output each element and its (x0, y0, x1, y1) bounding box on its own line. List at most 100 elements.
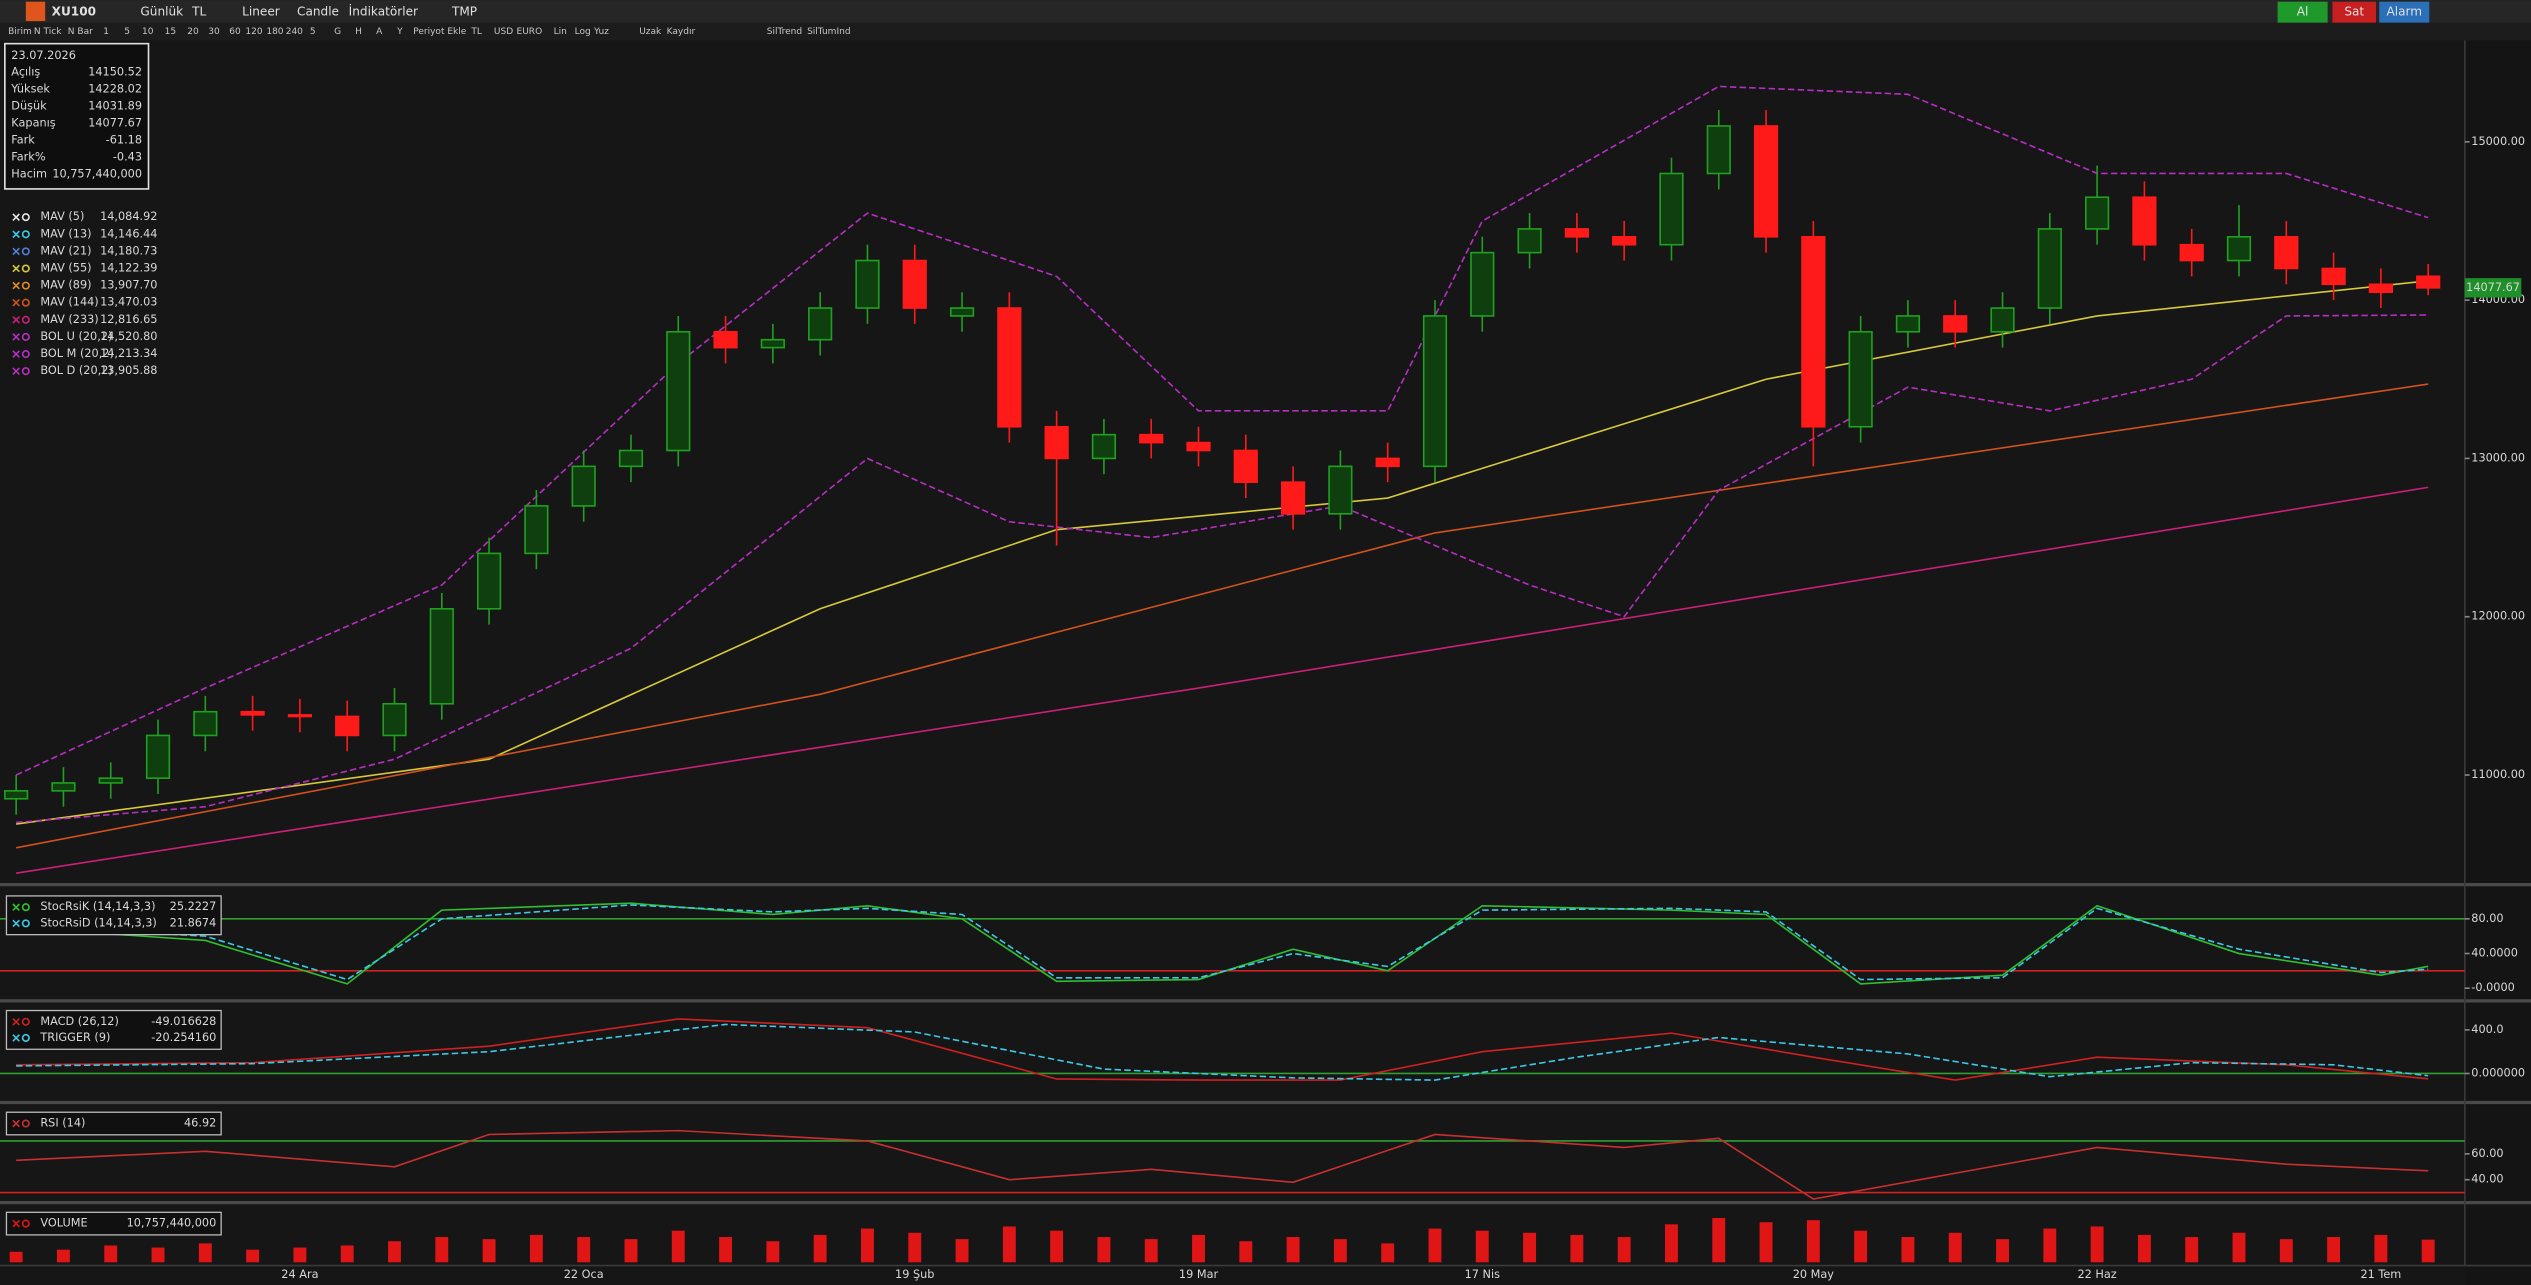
candle-body (902, 259, 927, 309)
toolbar-button[interactable]: H (355, 27, 362, 37)
volume-bar (1617, 1237, 1631, 1263)
toolbar-button[interactable]: Kaydır (667, 27, 696, 37)
y-tick-label: 400.0 (2471, 1023, 2503, 1036)
y-tick-label: 60.00 (2471, 1147, 2503, 1160)
toolbar-button[interactable]: Birim (8, 27, 32, 37)
volume-bar (1523, 1232, 1537, 1263)
toolbar-button[interactable]: Lin (554, 27, 567, 37)
buy-button[interactable] (2277, 1, 2328, 23)
legend-name: RSI (14) (40, 1117, 85, 1130)
y-tick-label: 0.000000 (2471, 1066, 2525, 1079)
toolbar-button[interactable]: 10 (142, 27, 154, 37)
chart-mode[interactable]: Candle (297, 5, 339, 19)
toolbar-button[interactable]: 1 (103, 27, 109, 37)
currency[interactable]: TL (191, 5, 206, 19)
candle-body (1848, 330, 1873, 428)
legend-box (5, 1009, 222, 1050)
toolbar-button[interactable]: G (334, 27, 341, 37)
legend-icon (21, 332, 30, 341)
candle-body (760, 338, 785, 349)
toolbar-button[interactable]: 240 (286, 27, 303, 37)
volume-bar (198, 1243, 212, 1263)
legend-icon (21, 1219, 30, 1228)
indicators-menu[interactable]: İndikatörler (349, 4, 418, 19)
toolbar-button[interactable]: Uzak (639, 27, 662, 37)
legend-icon (12, 903, 20, 912)
toolbar-button[interactable]: 30 (208, 27, 220, 37)
sell-label[interactable]: Sat (2344, 5, 2364, 19)
candle-body (1233, 449, 1258, 483)
symbol[interactable]: XU100 (52, 5, 96, 19)
volume-bar (1475, 1230, 1489, 1263)
alarm-label[interactable]: Alarm (2386, 5, 2422, 19)
candle-body (98, 777, 123, 784)
indicator-line (15, 85, 2429, 776)
candle-body (2132, 196, 2157, 246)
candle-body (1422, 315, 1448, 468)
candle-body (666, 330, 691, 452)
toolbar-button[interactable]: 20 (187, 27, 199, 37)
volume-bar (1948, 1232, 1962, 1263)
toolbar-button[interactable]: SilTrend (767, 27, 802, 37)
legend-icon (12, 230, 20, 239)
volume-bar (766, 1241, 780, 1263)
info-date: 23.07.2026 (11, 49, 76, 62)
candle-body (1517, 228, 1542, 254)
info-value: 14077.67 (88, 117, 142, 130)
toolbar-button[interactable]: TL (470, 27, 482, 37)
toolbar-button[interactable]: Log (575, 27, 591, 37)
toolbar-button[interactable]: USD (494, 27, 513, 37)
volume-bar (813, 1234, 827, 1263)
volume-bar (1333, 1239, 1347, 1263)
last-price-label: 14077.67 (2466, 281, 2520, 294)
legend-icon (12, 298, 20, 307)
candle-body (1375, 457, 1400, 468)
volume-bar (1806, 1220, 1820, 1263)
candle-body (287, 714, 313, 718)
toolbar-button[interactable]: N Bar (68, 27, 93, 37)
candle-body (240, 710, 265, 716)
toolbar-button[interactable]: 120 (245, 27, 262, 37)
toolbar-button[interactable]: 15 (165, 27, 176, 37)
y-tick-label: 40.00 (2471, 1173, 2503, 1186)
toolbar-button[interactable]: Y (396, 27, 403, 37)
toolbar-button[interactable]: A (376, 27, 383, 37)
volume-bar (860, 1228, 874, 1263)
volume-bar (1759, 1222, 1773, 1263)
candle-body (1895, 315, 1921, 333)
candle-body (1139, 433, 1164, 444)
info-value: -0.43 (113, 150, 142, 163)
toolbar-button[interactable]: 5 (310, 27, 316, 37)
info-label: Fark% (11, 150, 46, 163)
toolbar-button[interactable]: Yuz (593, 27, 609, 37)
volume-bar (2232, 1232, 2246, 1263)
legend-icon (21, 213, 30, 222)
toolbar-button[interactable]: Periyot Ekle (413, 27, 467, 37)
candle-body (2274, 235, 2299, 270)
legend-icon (12, 316, 20, 324)
y-tick-label: 15000.00 (2471, 135, 2525, 148)
toolbar-button[interactable]: 60 (229, 27, 241, 37)
toolbar-button[interactable]: 180 (266, 27, 283, 37)
toolbar-button[interactable]: EURO (517, 27, 543, 37)
period[interactable]: Günlük (140, 5, 183, 19)
chart-mode[interactable]: Lineer (242, 5, 280, 19)
buy-label[interactable]: Al (2297, 5, 2309, 19)
volume-bar (2090, 1226, 2104, 1263)
toolbar-button[interactable]: SilTumInd (807, 27, 850, 37)
toolbar-button[interactable]: 5 (124, 27, 130, 37)
template[interactable]: TMP (451, 5, 477, 19)
candle-body (2226, 235, 2252, 262)
alarm-button[interactable] (2379, 1, 2430, 23)
candle-body (571, 465, 596, 507)
legend-icon (12, 213, 20, 221)
legend-value: 12,816.65 (100, 313, 157, 326)
candle-body (713, 330, 738, 349)
toolbar-button[interactable]: N Tick (34, 27, 62, 37)
sell-button[interactable] (2332, 1, 2377, 23)
indicator-line (16, 1023, 2429, 1081)
y-tick-label: 13000.00 (2471, 451, 2525, 464)
